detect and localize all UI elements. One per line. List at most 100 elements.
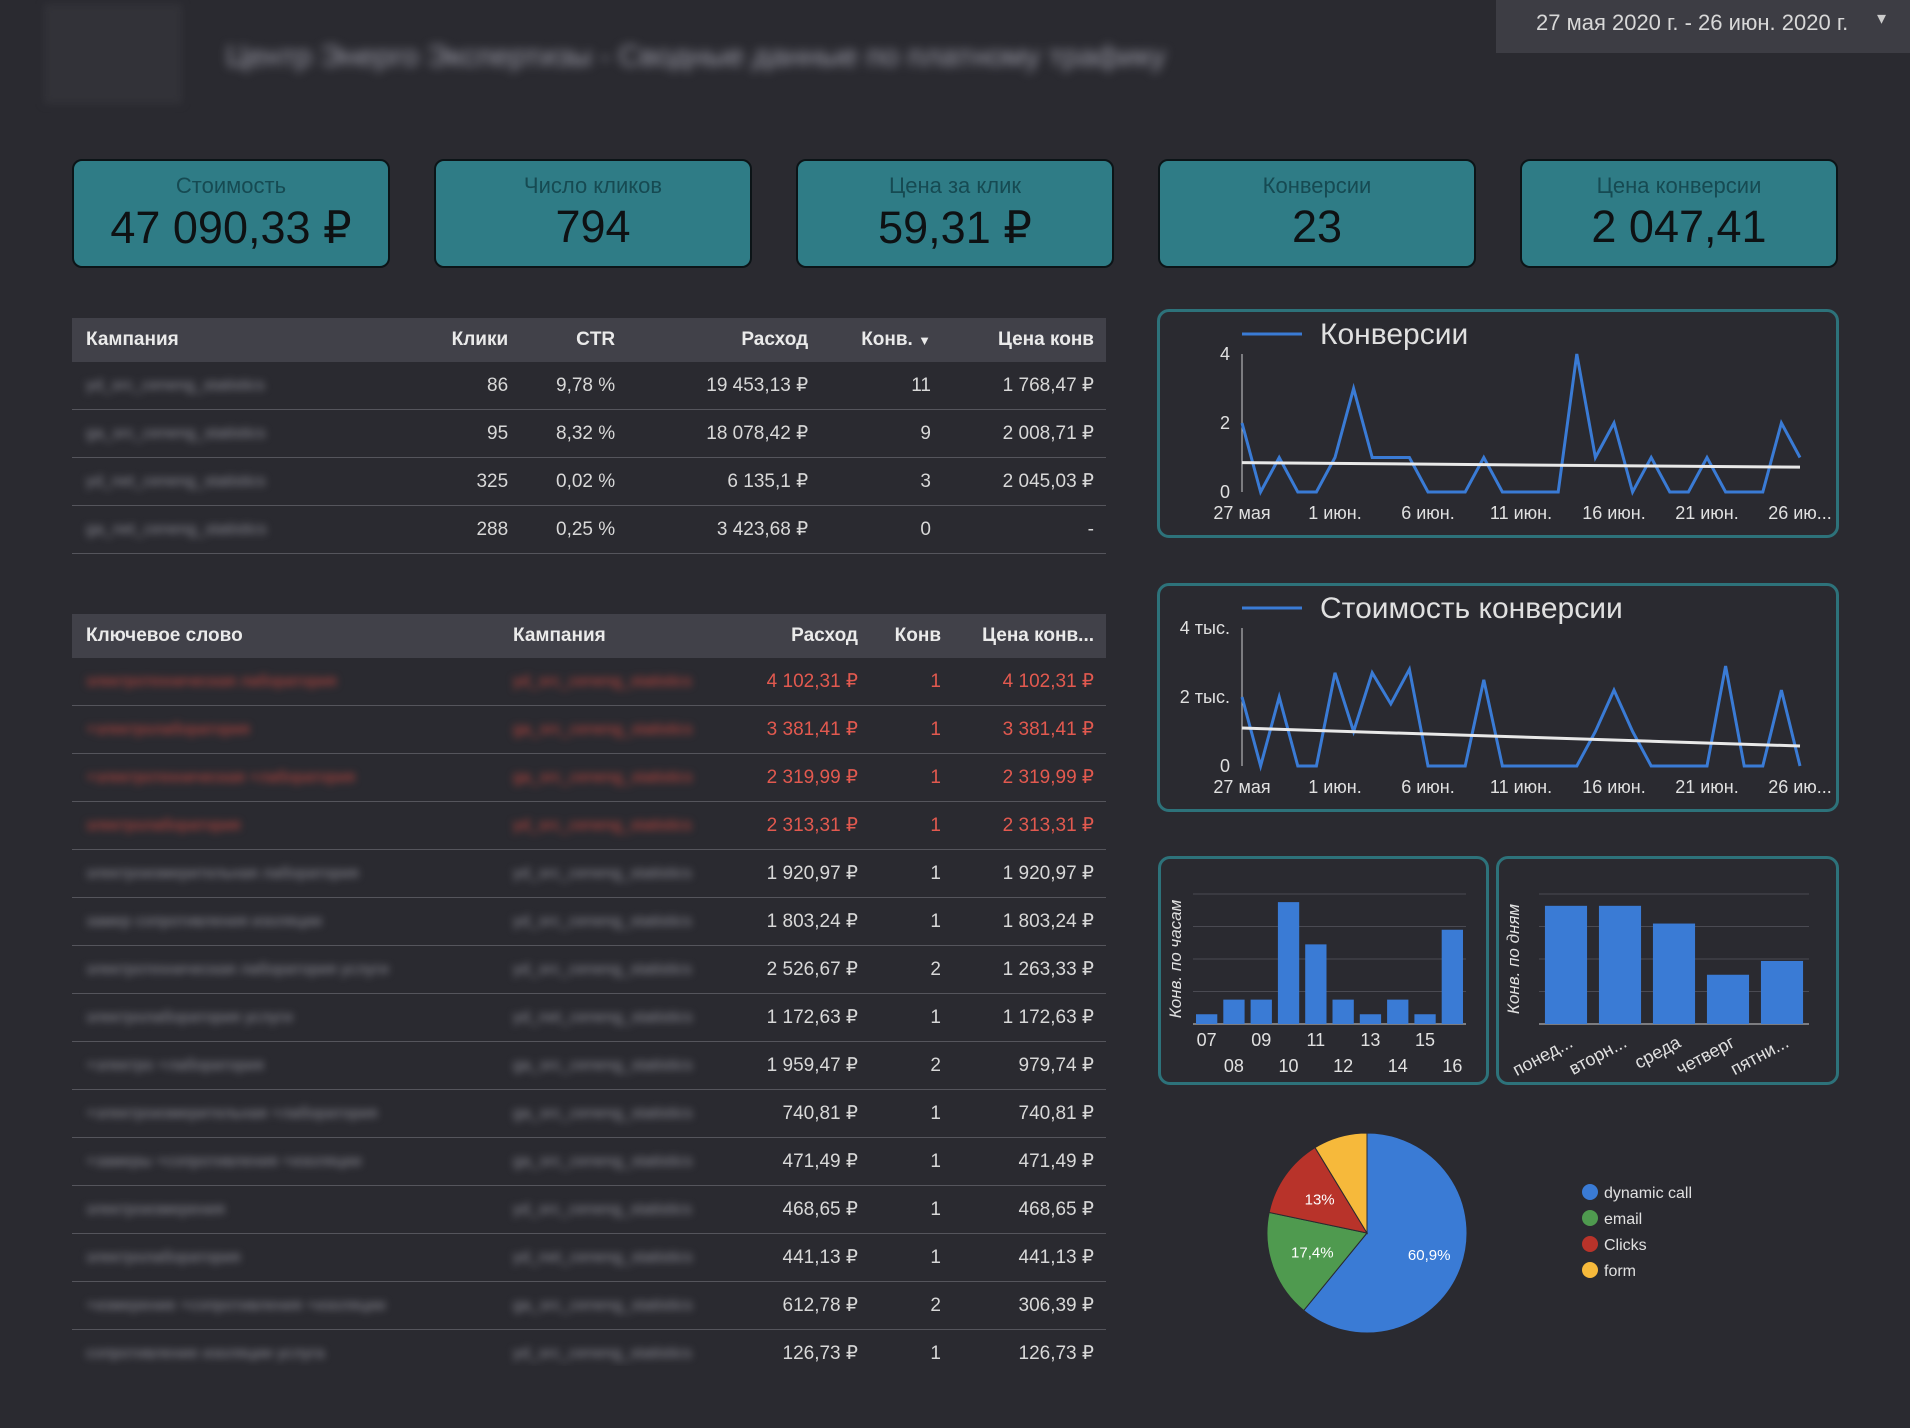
cpa-cell: 4 102,31 ₽ — [953, 658, 1106, 706]
pie-slice-label: 17,4% — [1291, 1244, 1334, 1261]
kpi-label: Цена за клик — [888, 173, 1022, 198]
conv-cell: 9 — [820, 409, 943, 458]
pie-slice-label: 60,9% — [1408, 1247, 1451, 1264]
spend-cell: 1 959,47 ₽ — [744, 1041, 870, 1090]
table-row[interactable]: yd_net_ceneng_statistics 325 0,02 % 6 135,1… — [72, 457, 1106, 506]
trend-line — [1241, 726, 1801, 748]
cpa-cell: 1 768,47 ₽ — [943, 362, 1106, 410]
spend-cell: 3 423,68 ₽ — [627, 505, 821, 554]
bar — [1305, 944, 1327, 1024]
cpa-cell: 2 319,99 ₽ — [953, 753, 1106, 802]
x-tick-label: 15 — [1415, 1030, 1435, 1050]
spend-cell: 612,78 ₽ — [744, 1281, 870, 1330]
ctr-cell: 0,25 % — [520, 505, 628, 554]
table-row[interactable]: +замеры +сопротивления +изоляции ga_src_c… — [72, 1137, 1106, 1186]
x-tick-label: 21 июн. — [1675, 777, 1739, 797]
kpi-value: 47 090,33 ₽ — [110, 202, 352, 253]
col-header-keyword[interactable]: Ключевое слово — [72, 614, 507, 658]
col-header-clicks[interactable]: Клики — [417, 318, 521, 362]
date-range-picker[interactable]: 27 мая 2020 г. - 26 июн. 2020 г. ▾ — [1496, 0, 1910, 53]
campaign-name-cell: yd_net_ceneng_statistics — [72, 457, 417, 506]
col-header-cpa[interactable]: Цена конв — [943, 318, 1106, 362]
bar — [1387, 999, 1409, 1024]
cpa-cell: 126,73 ₽ — [953, 1329, 1106, 1366]
col-header-conv-label: Конв. — [861, 329, 913, 350]
table-row[interactable]: +измерение +сопротивления +изоляции ga_sr… — [72, 1281, 1106, 1330]
sort-down-icon[interactable]: ▼ — [918, 333, 931, 348]
spend-cell: 1 803,24 ₽ — [744, 897, 870, 946]
spend-cell: 471,49 ₽ — [744, 1137, 870, 1186]
cpa-cell: 468,65 ₽ — [953, 1185, 1106, 1234]
col-header-campaign[interactable]: Кампания — [507, 614, 744, 658]
bar — [1441, 929, 1463, 1024]
col-header-spend[interactable]: Расход — [627, 318, 821, 362]
table-row[interactable]: +электролаборатория ga_src_ceneng_statist… — [72, 705, 1106, 754]
table-row[interactable]: yd_src_ceneng_statistics 86 9,78 % 19 453,1… — [72, 362, 1106, 410]
page-title: Центр Энерго Экспертизы - Сводные данные… — [226, 40, 1166, 73]
y-axis-label: Конв. по часам — [1166, 899, 1185, 1018]
conv-cell: 11 — [820, 362, 943, 410]
clicks-cell: 325 — [417, 457, 521, 506]
col-header-cpa[interactable]: Цена конв... — [953, 614, 1106, 658]
pie-slice — [1303, 1132, 1468, 1334]
x-tick-label: 6 июн. — [1401, 503, 1455, 523]
x-tick-label: понед... — [1509, 1032, 1576, 1080]
conv-cell: 0 — [820, 505, 943, 554]
keyword-table: Ключевое слово Кампания Расход Конв Цена… — [72, 614, 1106, 1366]
conv-cell: 1 — [870, 801, 953, 850]
bar — [1223, 999, 1245, 1024]
col-header-campaign[interactable]: Кампания — [72, 318, 417, 362]
bar — [1277, 902, 1300, 1024]
table-row[interactable]: ga_net_ceneng_statistics 288 0,25 % 3 423,6… — [72, 505, 1106, 554]
table-row[interactable]: электролаборатория yd_src_ceneng_statisti… — [72, 801, 1106, 850]
col-header-ctr[interactable]: CTR — [520, 318, 628, 362]
x-tick-label: 6 июн. — [1401, 777, 1455, 797]
date-range-value: 27 мая 2020 г. - 26 июн. 2020 г. — [1536, 10, 1849, 35]
table-row[interactable]: электроизмерения yd_src_ceneng_statistics… — [72, 1185, 1106, 1234]
table-row[interactable]: +электротехническая +лаборатория ga_src_c… — [72, 753, 1106, 802]
spend-cell: 18 078,42 ₽ — [627, 409, 821, 458]
chevron-down-icon[interactable]: ▾ — [1876, 8, 1886, 28]
kpi-label: Цена конверсии — [1596, 173, 1762, 198]
spend-cell: 2 313,31 ₽ — [744, 801, 870, 850]
cpa-cell: - — [943, 505, 1106, 554]
table-row[interactable]: ga_src_ceneng_statistics 95 8,32 % 18 078,4… — [72, 409, 1106, 458]
keyword-cell: электролаборатория услуги — [72, 993, 507, 1042]
cpa-cell: 2 045,03 ₽ — [943, 457, 1106, 506]
x-tick-label: пятни... — [1727, 1032, 1792, 1079]
table-row[interactable]: +электроизмерительная +лаборатория ga_src… — [72, 1089, 1106, 1138]
table-row[interactable]: электролаборатория услуги yd_net_ceneng_s… — [72, 993, 1106, 1042]
y-tick-label: 2 тыс. — [1180, 687, 1230, 707]
ctr-cell: 8,32 % — [520, 409, 628, 458]
clicks-cell: 288 — [417, 505, 521, 554]
spend-cell: 2 319,99 ₽ — [744, 753, 870, 802]
x-tick-label: 10 — [1279, 1056, 1299, 1076]
conv-cell: 1 — [870, 753, 953, 802]
x-tick-label: 16 июн. — [1582, 777, 1646, 797]
y-tick-label: 2 — [1220, 413, 1230, 433]
table-row[interactable]: электротехническая лаборатория услуги yd_… — [72, 945, 1106, 994]
spend-cell: 740,81 ₽ — [744, 1089, 870, 1138]
campaign-cell: yd_src_ceneng_statistics — [507, 849, 744, 898]
table-row[interactable]: +электро +лаборатория ga_src_ceneng_stati… — [72, 1041, 1106, 1090]
table-row[interactable]: электроизмерительная лаборатория yd_src_c… — [72, 849, 1106, 898]
table-row[interactable]: электролаборатория yd_net_ceneng_statisti… — [72, 1233, 1106, 1282]
kpi-label: Число кликов — [523, 173, 663, 198]
keyword-cell: +электроизмерительная +лаборатория — [72, 1089, 507, 1138]
keyword-table-container[interactable]: Ключевое слово Кампания Расход Конв Цена… — [72, 614, 1106, 1366]
table-row[interactable]: электротехническая лаборатория yd_src_cen… — [72, 658, 1106, 706]
campaign-name-cell: yd_src_ceneng_statistics — [72, 362, 417, 410]
spend-cell: 2 526,67 ₽ — [744, 945, 870, 994]
x-tick-label: 09 — [1251, 1030, 1271, 1050]
conversions-by-hour-panel: 07 08 09 10 11 12 13 14 15 16 Конв. по часам — [1158, 856, 1489, 1085]
col-header-conv[interactable]: Конв. ▼ — [820, 318, 943, 362]
x-tick-label: 07 — [1197, 1030, 1217, 1050]
table-row[interactable]: сопротивление изоляции услуга yd_src_cene… — [72, 1329, 1106, 1366]
table-row[interactable]: замер сопротивления изоляции yd_src_cenen… — [72, 897, 1106, 946]
kpi-label: Конверсии — [1262, 173, 1372, 198]
clicks-cell: 86 — [417, 362, 521, 410]
spend-cell: 6 135,1 ₽ — [627, 457, 821, 506]
col-header-spend[interactable]: Расход — [744, 614, 870, 658]
col-header-conv[interactable]: Конв — [870, 614, 953, 658]
company-logo — [44, 4, 182, 104]
